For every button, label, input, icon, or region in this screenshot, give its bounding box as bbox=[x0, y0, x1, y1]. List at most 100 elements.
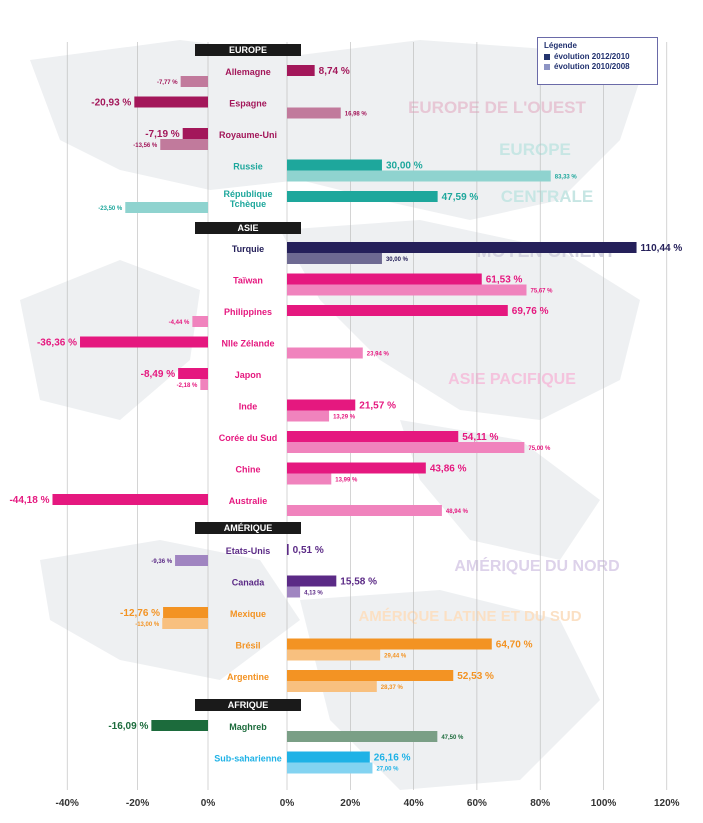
region-label: CENTRALE bbox=[501, 187, 594, 206]
bar-2012 bbox=[287, 544, 289, 555]
data-label: 29,44 % bbox=[384, 654, 407, 660]
country-label: Etats-Unis bbox=[226, 546, 271, 556]
country-label: Allemagne bbox=[225, 67, 271, 77]
bar-2010 bbox=[287, 107, 341, 119]
data-label: -7,19 % bbox=[145, 129, 180, 140]
country-label: Brésil bbox=[235, 641, 260, 651]
data-label: 28,37 % bbox=[381, 685, 404, 691]
country-label: Japon bbox=[235, 370, 262, 380]
region-label: AMÉRIQUE DU NORD bbox=[454, 556, 619, 575]
bar-2012 bbox=[151, 720, 208, 731]
country-label: Maghreb bbox=[229, 722, 267, 732]
x-tick-label: 20% bbox=[340, 798, 360, 809]
data-label: 69,76 % bbox=[512, 306, 549, 317]
data-label: -13,00 % bbox=[135, 622, 160, 628]
legend-title: Légende bbox=[544, 41, 577, 50]
data-label: 83,33 % bbox=[555, 175, 578, 181]
x-tick-label: 0% bbox=[280, 798, 295, 809]
region-labels: EUROPE DE L'OUESTEUROPECENTRALEMOYEN ORI… bbox=[358, 98, 619, 625]
bar-2010 bbox=[200, 379, 208, 390]
data-label: 8,74 % bbox=[319, 66, 350, 77]
bar-2010 bbox=[160, 139, 208, 150]
data-label: 110,44 % bbox=[641, 243, 683, 254]
x-tick-label: -20% bbox=[126, 798, 149, 809]
data-label: 27,00 % bbox=[376, 767, 399, 773]
country-label: Espagne bbox=[229, 99, 267, 109]
bars-layer bbox=[52, 65, 637, 774]
data-label: 0,51 % bbox=[293, 545, 324, 556]
bar-2012 bbox=[287, 431, 459, 442]
country-label: Chine bbox=[235, 465, 260, 475]
data-label: -8,49 % bbox=[141, 369, 176, 380]
bar-2012 bbox=[287, 191, 438, 202]
x-tick-label: 60% bbox=[467, 798, 487, 809]
legend-swatch-previous bbox=[544, 64, 550, 70]
data-label: -16,09 % bbox=[108, 721, 148, 732]
data-label: -13,56 % bbox=[133, 143, 158, 149]
country-label: Sub-saharienne bbox=[214, 754, 282, 764]
country-label: Turquie bbox=[232, 244, 264, 254]
data-label: 21,57 % bbox=[359, 401, 396, 412]
bar-2010 bbox=[287, 284, 527, 296]
bar-2012 bbox=[182, 128, 208, 139]
bar-2012 bbox=[287, 670, 454, 681]
bar-2010 bbox=[180, 76, 208, 87]
bar-2012 bbox=[134, 96, 208, 108]
data-label: 26,16 % bbox=[374, 753, 411, 764]
bar-2012 bbox=[80, 336, 208, 348]
group-header bbox=[195, 44, 301, 56]
legend: Légende évolution 2012/2010 évolution 20… bbox=[537, 37, 658, 85]
bar-2010 bbox=[287, 731, 438, 742]
data-label: 47,50 % bbox=[441, 735, 464, 741]
data-label: 75,00 % bbox=[528, 446, 551, 452]
bar-2012 bbox=[52, 494, 208, 505]
data-label: 30,00 % bbox=[386, 161, 423, 172]
legend-swatch-current bbox=[544, 54, 550, 60]
legend-item-previous: évolution 2010/2008 bbox=[544, 62, 651, 72]
bar-2012 bbox=[287, 462, 426, 474]
region-label: EUROPE bbox=[499, 140, 571, 159]
legend-label-previous: évolution 2010/2008 bbox=[554, 62, 630, 71]
region-label: AMÉRIQUE LATINE ET DU SUD bbox=[358, 608, 581, 625]
group-header-label: EUROPE bbox=[229, 45, 267, 55]
group-header bbox=[195, 222, 301, 234]
group-header-label: AFRIQUE bbox=[228, 700, 269, 710]
x-tick-label: 40% bbox=[404, 798, 424, 809]
region-label: EUROPE DE L'OUEST bbox=[408, 98, 586, 117]
data-label: 13,99 % bbox=[335, 478, 358, 484]
data-label: 64,70 % bbox=[496, 640, 533, 651]
data-label: 75,67 % bbox=[530, 289, 553, 295]
data-label: 4,13 % bbox=[304, 591, 323, 597]
data-label: 48,94 % bbox=[446, 509, 469, 515]
gridlines bbox=[66, 42, 668, 790]
data-label: 13,29 % bbox=[333, 415, 356, 421]
country-label: Royaume-Uni bbox=[219, 130, 277, 140]
data-label: -44,18 % bbox=[9, 495, 49, 506]
bar-2012 bbox=[287, 399, 356, 411]
bar-2012 bbox=[287, 638, 492, 650]
legend-label-current: évolution 2012/2010 bbox=[554, 52, 630, 61]
bar-2012 bbox=[163, 607, 208, 618]
bar-2012 bbox=[287, 575, 337, 587]
bar-2010 bbox=[287, 762, 373, 774]
group-header bbox=[195, 699, 301, 711]
data-label: -12,76 % bbox=[120, 608, 160, 619]
data-label: 43,86 % bbox=[430, 464, 467, 475]
data-label: -9,36 % bbox=[151, 559, 172, 565]
bar-2010 bbox=[162, 618, 208, 629]
data-label: 16,98 % bbox=[345, 112, 368, 118]
bar-2012 bbox=[287, 273, 482, 285]
x-tick-label: 120% bbox=[654, 798, 680, 809]
data-label: 47,59 % bbox=[442, 192, 479, 203]
x-tick-label: -40% bbox=[56, 798, 79, 809]
country-label: Tchèque bbox=[230, 199, 266, 209]
bar-2012 bbox=[287, 751, 370, 763]
data-label: 61,53 % bbox=[486, 275, 523, 286]
country-label: Russie bbox=[233, 162, 263, 172]
country-label: Nlle Zélande bbox=[221, 339, 274, 349]
group-header-label: AMÉRIQUE bbox=[224, 523, 273, 533]
bar-2010 bbox=[287, 253, 382, 264]
group-header-label: ASIE bbox=[237, 223, 258, 233]
bar-2012 bbox=[178, 368, 208, 379]
x-axis: -40% -20% 0% 0% 20% 40% 60% 80% 100% 120% bbox=[56, 798, 680, 809]
